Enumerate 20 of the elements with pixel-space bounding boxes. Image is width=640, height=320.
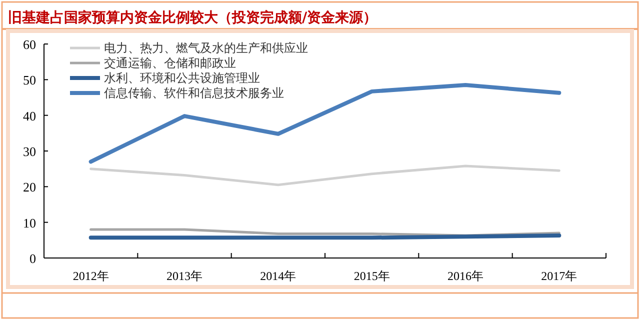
y-tick-label: 30 bbox=[23, 144, 36, 159]
x-tick-label: 2017年 bbox=[541, 269, 578, 283]
x-tick-label: 2015年 bbox=[354, 269, 390, 283]
x-tick-label: 2012年 bbox=[72, 269, 109, 283]
x-tick-label: 2013年 bbox=[166, 269, 202, 283]
y-tick-label: 20 bbox=[23, 180, 36, 195]
line-series bbox=[88, 83, 562, 164]
y-tick-label: 50 bbox=[23, 72, 36, 88]
legend-label: 信息传输、软件和信息技术服务业 bbox=[104, 86, 284, 100]
x-tick-label: 2014年 bbox=[260, 269, 296, 283]
line-series bbox=[90, 164, 560, 186]
y-tick-label: 10 bbox=[23, 215, 36, 230]
y-tick-label: 40 bbox=[23, 108, 36, 124]
legend-label: 电力、热力、燃气及水的生产和供应业 bbox=[104, 41, 308, 55]
legend-label: 水利、环境和公共设施管理业 bbox=[104, 71, 260, 85]
y-tick-label: 60 bbox=[23, 37, 36, 52]
x-tick-label: 2016年 bbox=[448, 269, 484, 283]
chart-title: 旧基建占国家预算内资金比例较大（投资完成额/资金来源） bbox=[8, 9, 378, 26]
y-tick-label: 0 bbox=[30, 251, 36, 266]
legend-label: 交通运输、仓储和邮政业 bbox=[104, 56, 236, 70]
